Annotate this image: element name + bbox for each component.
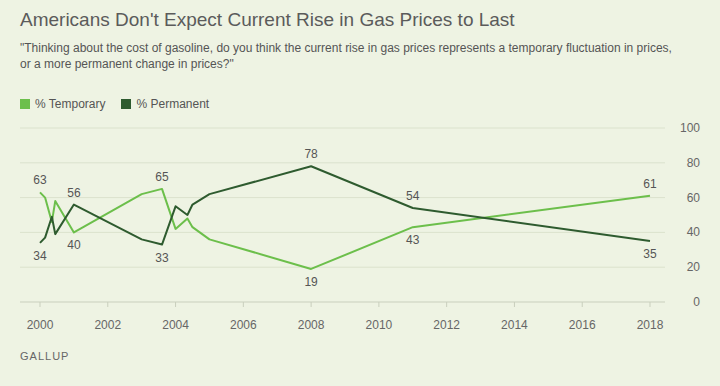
legend-label: % Temporary [35, 97, 105, 111]
data-label: 40 [67, 238, 81, 252]
title: Americans Don't Expect Current Rise in G… [20, 9, 515, 31]
subtitle: "Thinking about the cost of gasoline, do… [20, 40, 680, 72]
data-label: 19 [304, 275, 318, 289]
grid-line [20, 232, 665, 233]
data-label: 78 [304, 147, 318, 161]
data-label: 56 [67, 186, 81, 200]
data-labels: 63 40 65 19 43 61 34 56 33 78 54 35 [33, 147, 657, 289]
data-label: 61 [643, 177, 657, 191]
x-tick [378, 302, 379, 307]
series-line [40, 166, 650, 244]
x-tick-label: 2004 [162, 318, 189, 332]
legend-item: % Temporary [20, 97, 105, 111]
x-tick [243, 302, 244, 307]
data-label: 63 [33, 173, 47, 187]
grid-line [20, 267, 665, 268]
grid-line [20, 197, 665, 198]
x-tick [446, 302, 447, 307]
data-label: 35 [643, 247, 657, 261]
legend-item: % Permanent [121, 97, 209, 111]
y-tick-label: 20 [687, 260, 701, 274]
y-tick-label: 0 [693, 295, 700, 309]
legend-swatch [121, 99, 131, 109]
x-tick-label: 2018 [637, 318, 664, 332]
grid [20, 128, 665, 302]
x-tick-label: 2008 [298, 318, 325, 332]
x-tick-label: 2010 [366, 318, 393, 332]
data-label: 34 [33, 249, 47, 263]
data-label: 54 [406, 189, 420, 203]
source: GALLUP [20, 350, 69, 362]
x-tick-label: 2006 [230, 318, 257, 332]
x-tick [650, 302, 651, 307]
x-tick-label: 2016 [569, 318, 596, 332]
y-tick-label: 100 [680, 121, 700, 135]
legend-label: % Permanent [136, 97, 209, 111]
x-tick-label: 2014 [501, 318, 528, 332]
x-tick-label: 2002 [94, 318, 121, 332]
x-tick [40, 302, 41, 307]
x-tick [107, 302, 108, 307]
y-tick-label: 60 [687, 191, 701, 205]
x-tick-label: 2000 [27, 318, 54, 332]
y-tick-label: 80 [687, 156, 701, 170]
x-tick-label: 2012 [433, 318, 460, 332]
data-label: 33 [155, 251, 169, 265]
grid-line [20, 162, 665, 163]
grid-line [20, 128, 665, 129]
legend: % Temporary % Permanent [20, 97, 209, 111]
data-label: 43 [406, 233, 420, 247]
data-label: 65 [155, 170, 169, 184]
y-tick-label: 40 [687, 225, 701, 239]
legend-swatch [20, 99, 30, 109]
x-tick [514, 302, 515, 307]
grid-line [20, 302, 665, 303]
x-tick [311, 302, 312, 307]
plot-area [40, 166, 650, 269]
x-tick [582, 302, 583, 307]
x-tick [175, 302, 176, 307]
